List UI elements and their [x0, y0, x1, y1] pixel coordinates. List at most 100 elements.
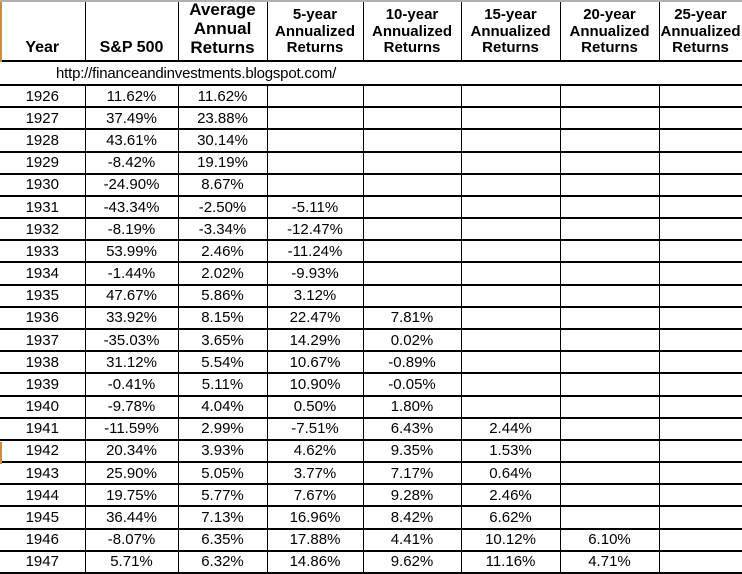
cell-avg_annual-1946: 6.35% — [177, 528, 267, 552]
column-header-sp500: S&P 500 — [84, 0, 178, 63]
cell-annualized_25yr-1941 — [658, 417, 742, 441]
cell-annualized_25yr-1940 — [658, 395, 742, 419]
cell-annualized_5yr-1926 — [266, 85, 363, 109]
cell-annualized_5yr-1941: -7.51% — [266, 417, 363, 441]
cell-annualized_25yr-1946 — [658, 528, 742, 552]
column-header-annualized_5yr: 5-year Annualized Returns — [266, 0, 363, 63]
cell-annualized_15yr-1928 — [460, 129, 560, 153]
cell-annualized_15yr-1939 — [460, 373, 560, 397]
cell-annualized_5yr-1942: 4.62% — [266, 439, 363, 464]
cell-annualized_15yr-1936 — [460, 306, 560, 330]
cell-annualized_25yr-1947 — [658, 550, 742, 574]
table-row-1927: 1927 37.49% 23.88% — [0, 107, 742, 131]
cell-sp500-1938: 31.12% — [84, 351, 178, 375]
cell-year-1944: 1944 — [0, 484, 85, 508]
cell-sp500-1928: 43.61% — [84, 129, 178, 153]
cell-avg_annual-1937: 3.65% — [177, 328, 267, 353]
cell-annualized_15yr-1930 — [460, 173, 560, 197]
cell-year-1927: 1927 — [0, 107, 85, 131]
cell-year-1943: 1943 — [0, 462, 85, 486]
cell-sp500-1935: 47.67% — [84, 284, 178, 308]
cell-annualized_15yr-1932 — [460, 218, 560, 242]
cell-annualized_20yr-1947: 4.71% — [559, 550, 659, 574]
cell-annualized_15yr-1943: 0.64% — [460, 462, 560, 486]
table-row-1928: 1928 43.61% 30.14% — [0, 129, 742, 153]
cell-avg_annual-1931: -2.50% — [177, 195, 267, 220]
cell-annualized_20yr-1936 — [559, 306, 659, 330]
cell-year-1926: 1926 — [0, 85, 85, 109]
cell-year-1942: 1942 — [0, 439, 85, 464]
cell-annualized_20yr-1938 — [559, 351, 659, 375]
table-row-1936: 1936 33.92% 8.15% 22.47% 7.81% — [0, 306, 742, 330]
cell-annualized_20yr-1931 — [559, 195, 659, 220]
cell-avg_annual-1944: 5.77% — [177, 484, 267, 508]
cell-annualized_15yr-1937 — [460, 328, 560, 353]
cell-avg_annual-1942: 3.93% — [177, 439, 267, 464]
cell-annualized_10yr-1940: 1.80% — [362, 395, 461, 419]
cell-sp500-1946: -8.07% — [84, 528, 178, 552]
cell-annualized_5yr-1930 — [266, 173, 363, 197]
cell-year-1931: 1931 — [0, 195, 85, 220]
cell-annualized_15yr-1938 — [460, 351, 560, 375]
cell-annualized_25yr-1932 — [658, 218, 742, 242]
cell-annualized_15yr-1941: 2.44% — [460, 417, 560, 441]
cell-sp500-1945: 36.44% — [84, 506, 178, 530]
cell-annualized_15yr-1927 — [460, 107, 560, 131]
column-header-annualized_20yr: 20-year Annualized Returns — [559, 0, 659, 63]
table-row-1943: 1943 25.90% 5.05% 3.77% 7.17% 0.64% — [0, 462, 742, 486]
cell-year-1933: 1933 — [0, 240, 85, 264]
cell-annualized_25yr-1939 — [658, 373, 742, 397]
table-row-1942: 1942 20.34% 3.93% 4.62% 9.35% 1.53% — [0, 439, 742, 464]
cell-annualized_20yr-1943 — [559, 462, 659, 486]
table-row-1947: 1947 5.71% 6.32% 14.86% 9.62% 11.16% 4.71% — [0, 550, 742, 574]
cell-annualized_10yr-1937: 0.02% — [362, 328, 461, 353]
cell-annualized_25yr-1942 — [658, 439, 742, 464]
cell-annualized_25yr-1930 — [658, 173, 742, 197]
cell-annualized_20yr-1944 — [559, 484, 659, 508]
cell-avg_annual-1947: 6.32% — [177, 550, 267, 574]
source-url-text: http://financeandinvestments.blogspot.co… — [0, 61, 742, 87]
cell-sp500-1937: -35.03% — [84, 328, 178, 353]
cell-annualized_5yr-1934: -9.93% — [266, 262, 363, 286]
column-header-year: Year — [0, 0, 85, 63]
cell-annualized_15yr-1946: 10.12% — [460, 528, 560, 552]
cell-sp500-1931: -43.34% — [84, 195, 178, 220]
column-header-annualized_25yr: 25-year Annualized Returns — [658, 0, 742, 63]
cell-year-1940: 1940 — [0, 395, 85, 419]
cell-annualized_15yr-1933 — [460, 240, 560, 264]
cell-sp500-1939: -0.41% — [84, 373, 178, 397]
table-row-1940: 1940 -9.78% 4.04% 0.50% 1.80% — [0, 395, 742, 419]
table-row-1938: 1938 31.12% 5.54% 10.67% -0.89% — [0, 351, 742, 375]
cell-year-1935: 1935 — [0, 284, 85, 308]
cell-annualized_10yr-1930 — [362, 173, 461, 197]
cell-annualized_5yr-1945: 16.96% — [266, 506, 363, 530]
table-row-1935: 1935 47.67% 5.86% 3.12% — [0, 284, 742, 308]
cell-annualized_5yr-1947: 14.86% — [266, 550, 363, 574]
cell-annualized_20yr-1946: 6.10% — [559, 528, 659, 552]
cell-year-1939: 1939 — [0, 373, 85, 397]
cell-annualized_5yr-1928 — [266, 129, 363, 153]
cell-avg_annual-1932: -3.34% — [177, 218, 267, 242]
cell-sp500-1943: 25.90% — [84, 462, 178, 486]
cell-annualized_20yr-1932 — [559, 218, 659, 242]
cell-annualized_5yr-1935: 3.12% — [266, 284, 363, 308]
cell-annualized_15yr-1942: 1.53% — [460, 439, 560, 464]
cell-sp500-1942: 20.34% — [84, 439, 178, 464]
cell-annualized_5yr-1931: -5.11% — [266, 195, 363, 220]
table-row-1931: 1931 -43.34% -2.50% -5.11% — [0, 195, 742, 220]
cell-annualized_10yr-1945: 8.42% — [362, 506, 461, 530]
cell-avg_annual-1930: 8.67% — [177, 173, 267, 197]
cell-annualized_10yr-1943: 7.17% — [362, 462, 461, 486]
cell-annualized_10yr-1939: -0.05% — [362, 373, 461, 397]
cell-annualized_25yr-1937 — [658, 328, 742, 353]
table-row-1944: 1944 19.75% 5.77% 7.67% 9.28% 2.46% — [0, 484, 742, 508]
cell-sp500-1936: 33.92% — [84, 306, 178, 330]
cell-annualized_5yr-1940: 0.50% — [266, 395, 363, 419]
cell-annualized_25yr-1934 — [658, 262, 742, 286]
cell-annualized_25yr-1929 — [658, 151, 742, 175]
cell-year-1928: 1928 — [0, 129, 85, 153]
table-row-1945: 1945 36.44% 7.13% 16.96% 8.42% 6.62% — [0, 506, 742, 530]
cell-annualized_20yr-1939 — [559, 373, 659, 397]
cell-avg_annual-1943: 5.05% — [177, 462, 267, 486]
